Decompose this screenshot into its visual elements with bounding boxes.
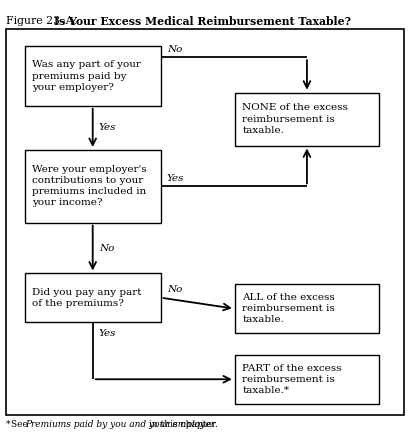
Text: Premiums paid by you and your employer: Premiums paid by you and your employer [25,420,215,429]
Text: Yes: Yes [167,174,184,183]
Bar [235,93,379,146]
Bar [235,355,379,404]
Text: Did you pay any part
of the premiums?: Did you pay any part of the premiums? [32,288,142,308]
Bar [25,150,161,223]
Text: Yes: Yes [99,329,116,337]
Text: Was any part of your
premiums paid by
your employer?: Was any part of your premiums paid by yo… [32,60,141,92]
Text: in this chapter.: in this chapter. [146,420,218,429]
Text: No: No [167,45,182,54]
Bar [235,284,379,333]
Text: No: No [99,243,114,253]
Text: NONE of the excess
reimbursement is
taxable.: NONE of the excess reimbursement is taxa… [242,104,348,135]
Text: Figure 23–A.: Figure 23–A. [6,16,81,26]
Text: Yes: Yes [99,123,116,132]
Text: No: No [167,285,182,294]
Bar [25,46,161,106]
Bar [6,29,404,415]
Text: ALL of the excess
reimbursement is
taxable.: ALL of the excess reimbursement is taxab… [242,293,335,324]
Text: Were your employer's
contributions to your
premiums included in
your income?: Were your employer's contributions to yo… [32,165,147,207]
Text: See: See [11,420,31,429]
Text: PART of the excess
reimbursement is
taxable.*: PART of the excess reimbursement is taxa… [242,364,342,395]
Bar [25,273,161,322]
Text: Is Your Excess Medical Reimbursement Taxable?: Is Your Excess Medical Reimbursement Tax… [54,16,351,27]
Text: *: * [6,420,11,429]
